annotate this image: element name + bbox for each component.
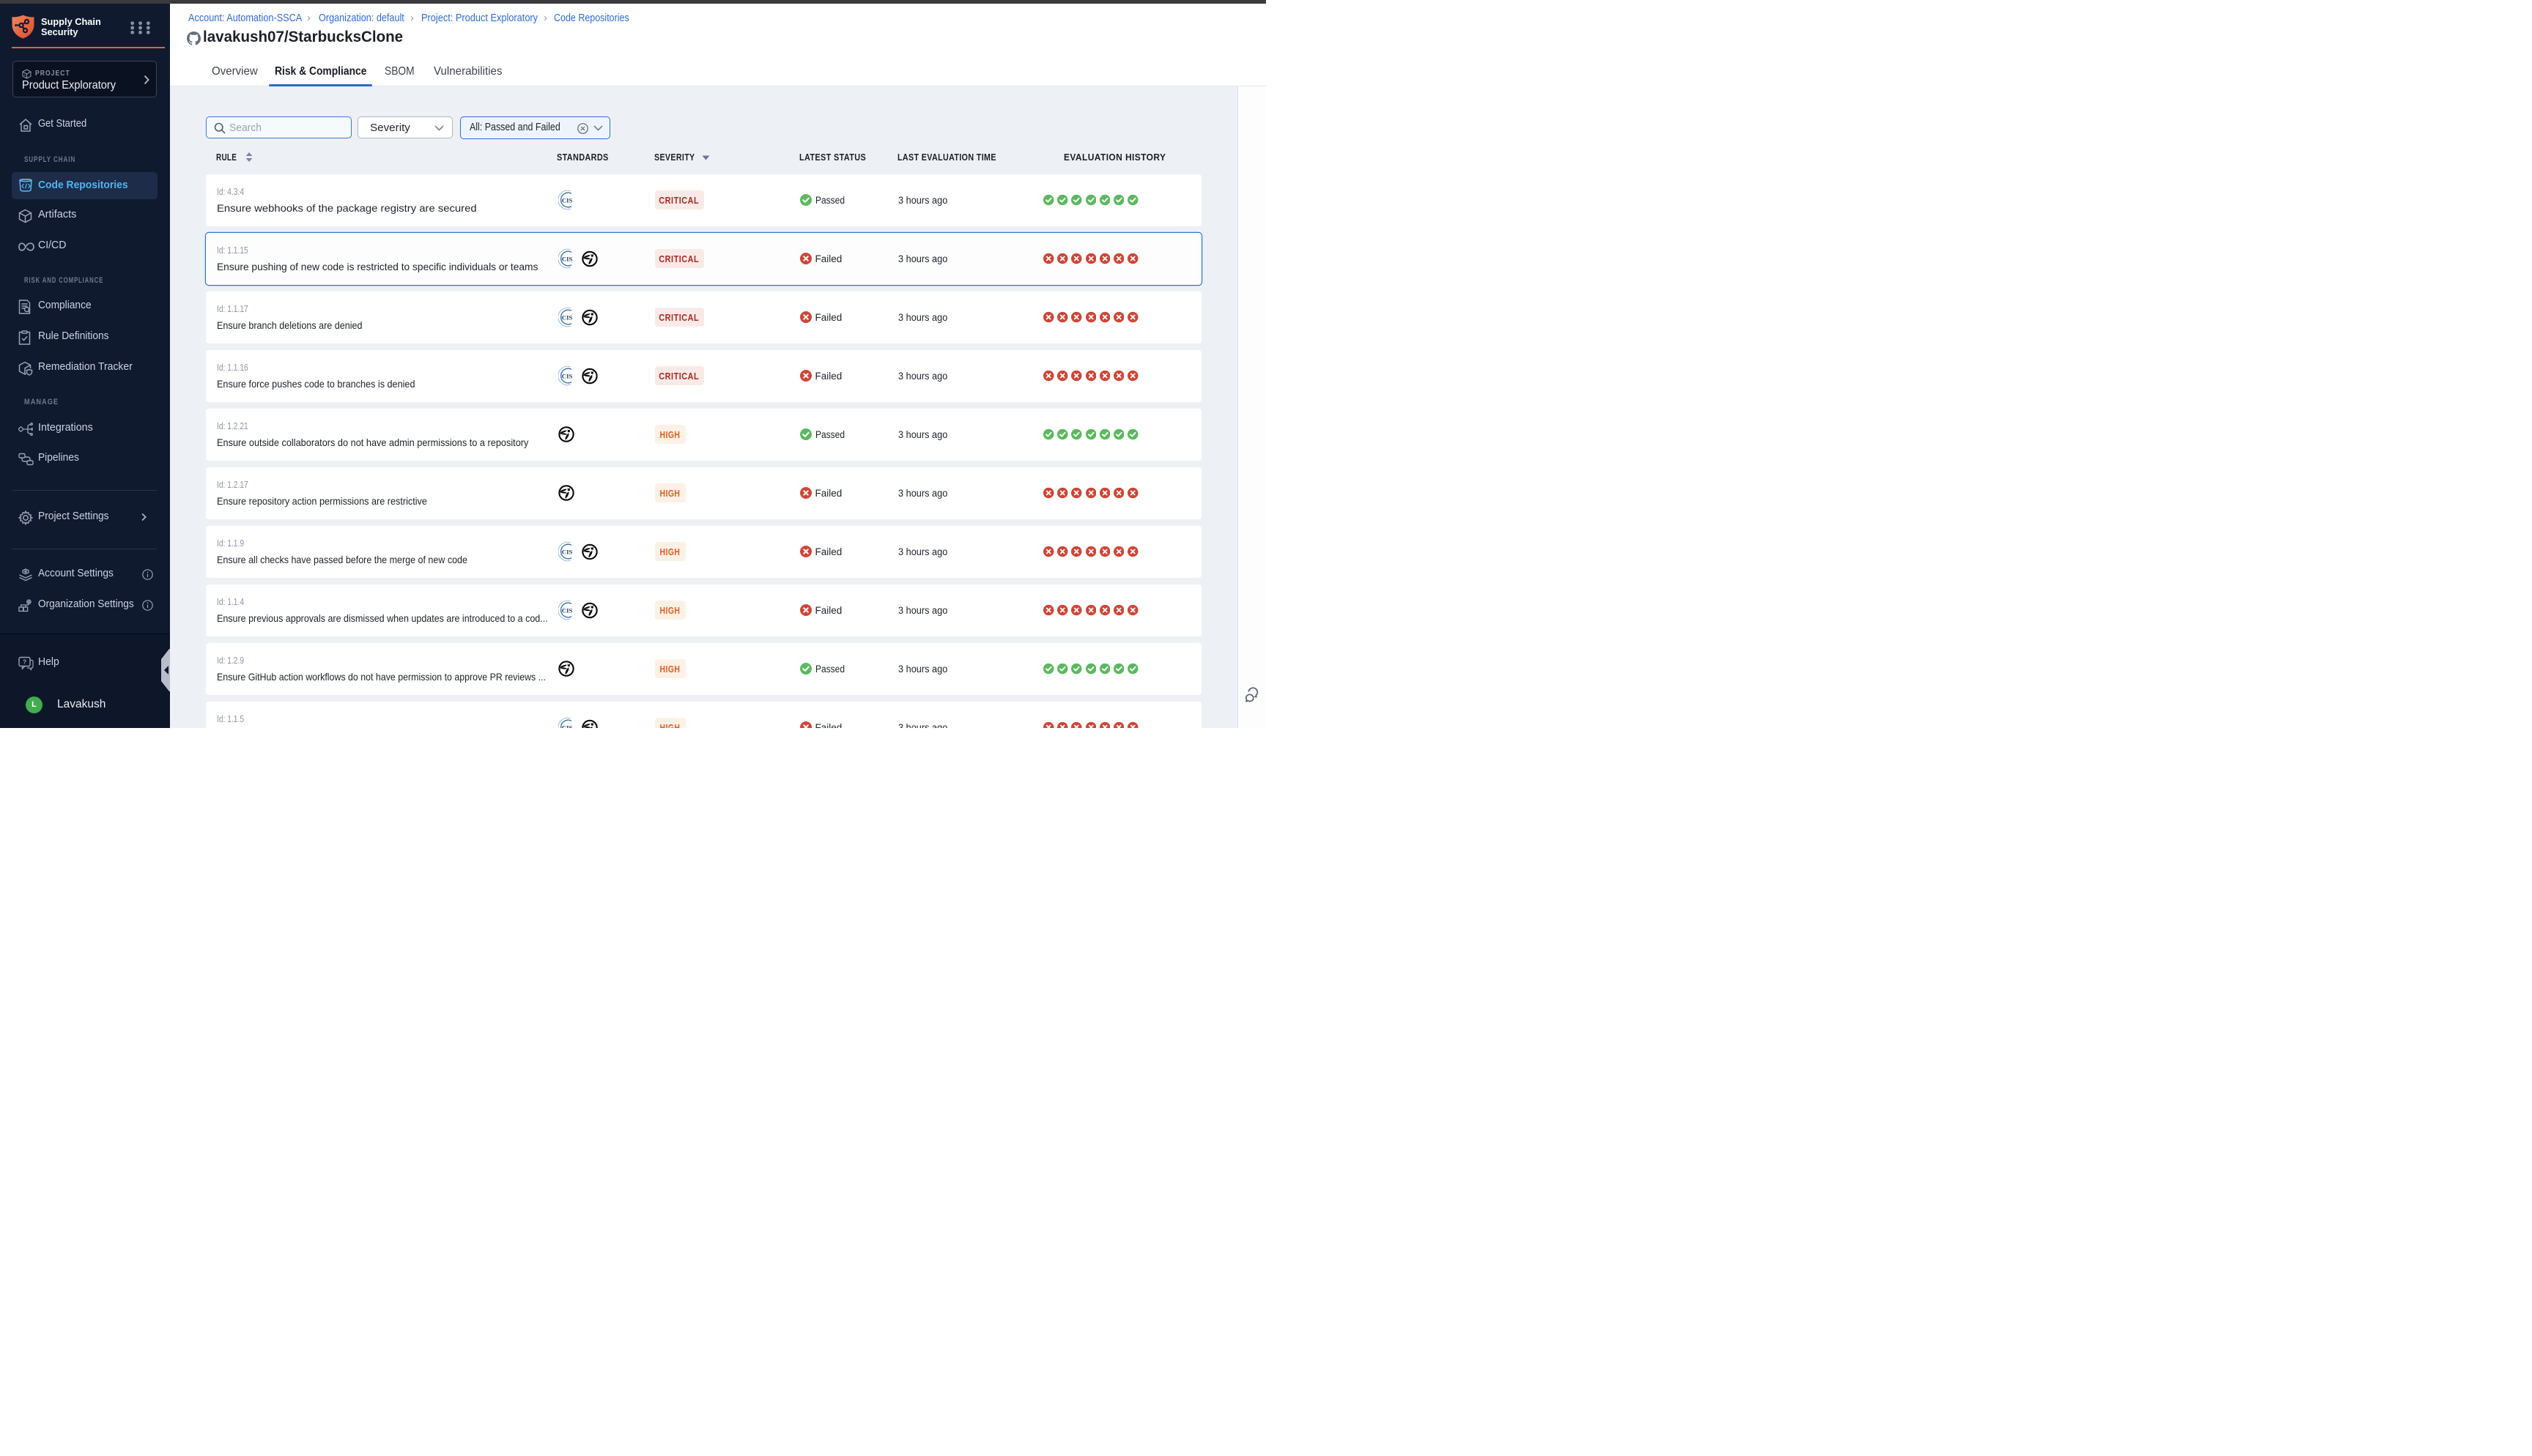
svg-text:?: ? [23, 658, 26, 665]
